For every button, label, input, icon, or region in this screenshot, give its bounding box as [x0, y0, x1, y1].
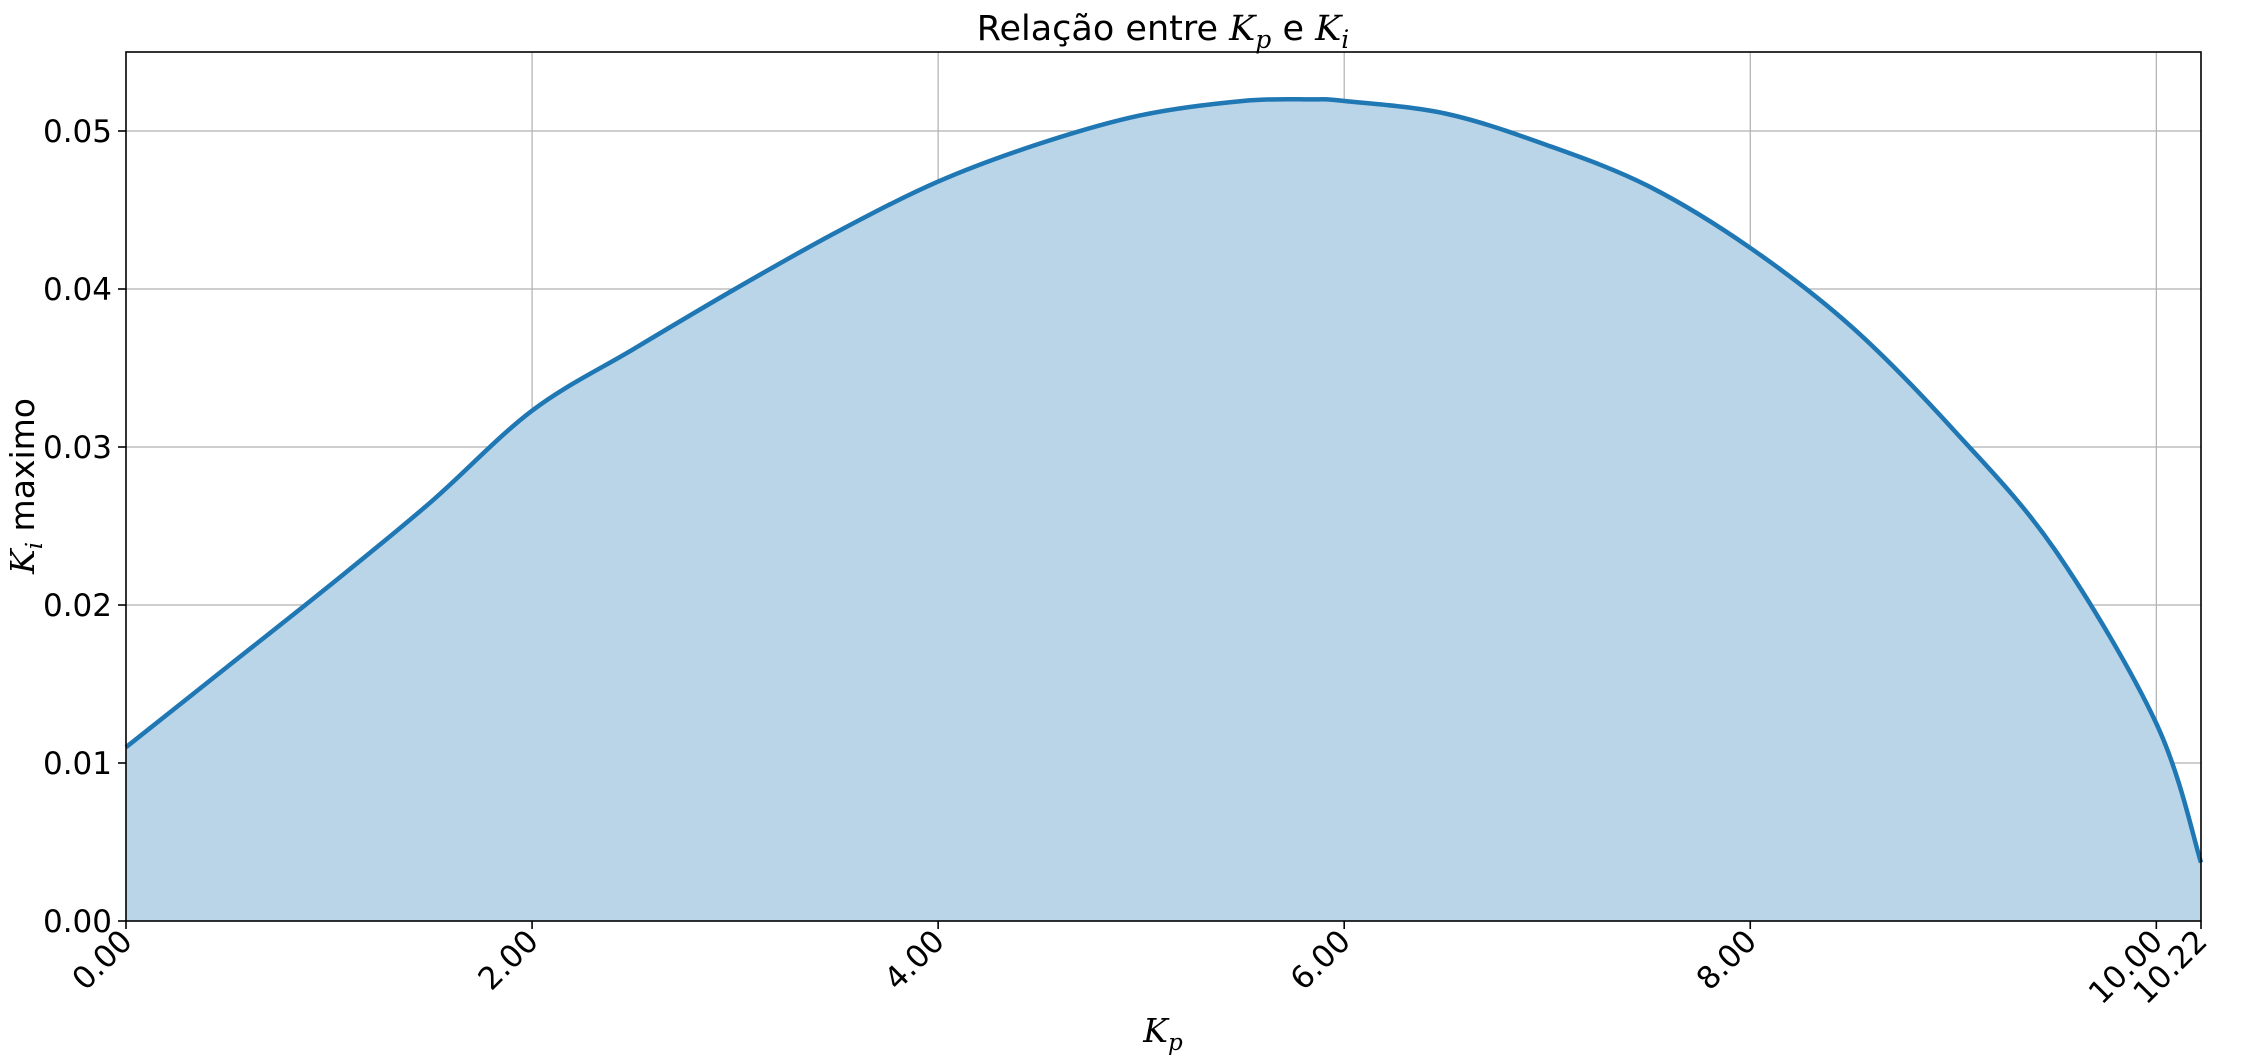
y-axis: 0.00 0.01 0.02 0.03 0.04 0.05: [43, 114, 126, 940]
y-tick-label: 0.00: [43, 904, 112, 940]
y-axis-label: Ki maximo: [3, 398, 48, 575]
y-tick-label: 0.01: [43, 746, 112, 782]
chart-title: Relação entre Kp e Ki: [977, 9, 1350, 54]
x-tick-label: 4.00: [878, 923, 952, 997]
y-tick-label: 0.05: [43, 114, 112, 150]
x-axis-label: Kp: [1142, 1011, 1183, 1056]
plot-frame: [125, 51, 2202, 922]
x-tick-label: 6.00: [1284, 923, 1358, 997]
y-tick-label: 0.04: [43, 272, 112, 308]
y-tick-label: 0.03: [43, 430, 112, 466]
x-tick-label: 8.00: [1690, 923, 1764, 997]
area-fill: [126, 99, 2201, 921]
x-tick-label: 2.00: [471, 923, 545, 997]
y-tick-label: 0.02: [43, 588, 112, 624]
series-line: [124, 96, 2204, 864]
